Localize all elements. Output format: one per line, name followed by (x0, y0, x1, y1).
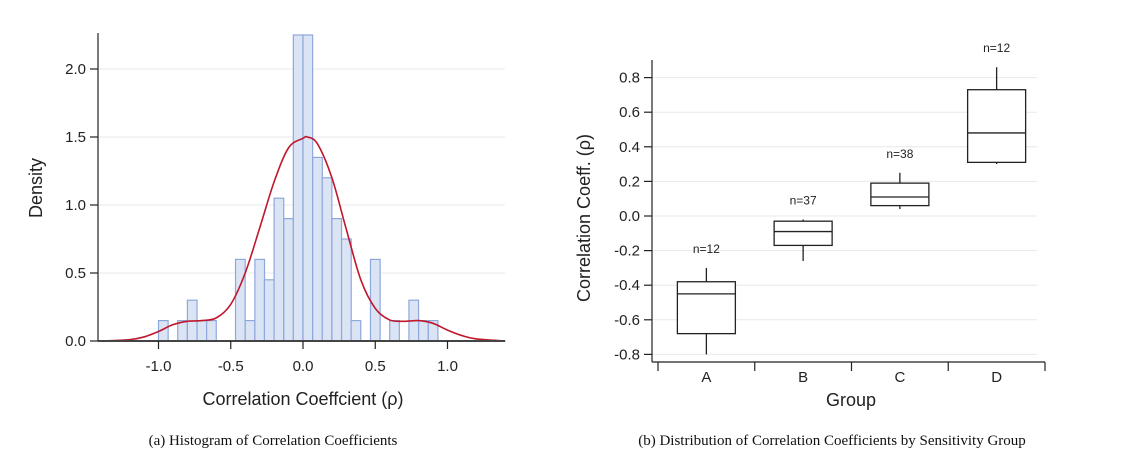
x-tick-label: 0.0 (293, 358, 314, 375)
y-tick-label: 0.8 (619, 70, 640, 87)
y-tick-label: 0.5 (65, 265, 86, 282)
y-tick-label: -0.8 (614, 346, 640, 363)
y-tick-label: 1.0 (65, 197, 86, 214)
y-tick-label: 0.4 (619, 139, 640, 156)
box-iqr (676, 281, 737, 335)
x-tick-label: A (701, 369, 711, 386)
x-tick-label: -0.5 (218, 358, 244, 375)
boxplot-y-axis-title: Correlation Coeff. (ρ) (574, 134, 594, 302)
y-tick-label: -0.6 (614, 312, 640, 329)
sample-size-label: n=12 (693, 242, 720, 256)
x-tick-label: -1.0 (146, 358, 172, 375)
histogram-bar (369, 258, 381, 342)
histogram-panel: 0.0 0.5 1.0 1.5 2.0 -1.0 -0.5 0.0 0.5 1.0 Densit… (26, 33, 506, 449)
histogram-x-axis-title: Correlation Coeffcient (ρ) (203, 389, 404, 409)
histogram-bar (350, 320, 362, 342)
histogram-bar (302, 34, 314, 342)
histogram-bar (273, 197, 285, 342)
x-tick-label: D (991, 369, 1002, 386)
box-iqr (773, 220, 833, 247)
box-group-c: n=38 (870, 147, 930, 210)
box-iqr (966, 89, 1027, 164)
histogram-bar (283, 218, 295, 342)
x-tick-label: 1.0 (437, 358, 458, 375)
boxplot-y-ticks: -0.8 -0.6 -0.4 -0.2 0.0 0.2 0.4 0.6 0.8 (614, 70, 652, 363)
sample-size-label: n=38 (886, 147, 913, 161)
histogram-bar (234, 258, 246, 342)
histogram-bar (312, 156, 323, 342)
y-tick-label: 0.0 (619, 208, 640, 225)
y-tick-label: -0.2 (614, 243, 640, 260)
box-iqr (870, 182, 930, 207)
boxplot-panel: n=12 n=37 n=38 n=12 -0.8 -0.6 -0.4 -0.2 0.0 0.2 0… (574, 41, 1046, 449)
histogram-bar (196, 320, 208, 342)
histogram-bar (263, 279, 275, 342)
y-tick-label: 0.0 (65, 333, 86, 350)
histogram-bar (254, 258, 266, 342)
histogram-x-ticks: -1.0 -0.5 0.0 0.5 1.0 (146, 341, 458, 375)
y-tick-label: 2.0 (65, 61, 86, 78)
histogram-bar (340, 238, 352, 342)
histogram-y-ticks: 0.0 0.5 1.0 1.5 2.0 (65, 61, 98, 350)
histogram-bars (157, 34, 439, 342)
box-group-d: n=12 (966, 41, 1027, 165)
histogram-bar (244, 320, 256, 342)
x-tick-label: 0.5 (365, 358, 386, 375)
histogram-bar (331, 218, 343, 342)
x-tick-label: B (798, 369, 808, 386)
sample-size-label: n=37 (790, 193, 817, 207)
y-tick-label: 0.6 (619, 104, 640, 121)
boxplot-x-axis-title: Group (826, 390, 876, 410)
x-tick-label: C (894, 369, 905, 386)
sample-size-label: n=12 (983, 41, 1010, 55)
box-group-a: n=12 (676, 242, 737, 355)
y-tick-label: -0.4 (614, 277, 640, 294)
histogram-bar (321, 177, 333, 342)
histogram-bar (389, 320, 400, 342)
histogram-y-axis-title: Density (26, 158, 46, 218)
boxplot-caption: (b) Distribution of Correlation Coeffici… (638, 433, 1026, 449)
y-tick-label: 0.2 (619, 173, 640, 190)
histogram-bar (292, 34, 304, 342)
y-tick-label: 1.5 (65, 129, 86, 146)
kde-curve (100, 135, 506, 342)
boxplot-boxes: n=12 n=37 n=38 n=12 (676, 41, 1027, 355)
histogram-caption: (a) Histogram of Correlation Coefficient… (149, 433, 398, 449)
histogram-bar (418, 320, 429, 342)
box-group-b: n=37 (773, 193, 833, 261)
histogram-bar (206, 320, 217, 342)
boxplot-x-ticks: A B C D (657, 362, 1046, 386)
